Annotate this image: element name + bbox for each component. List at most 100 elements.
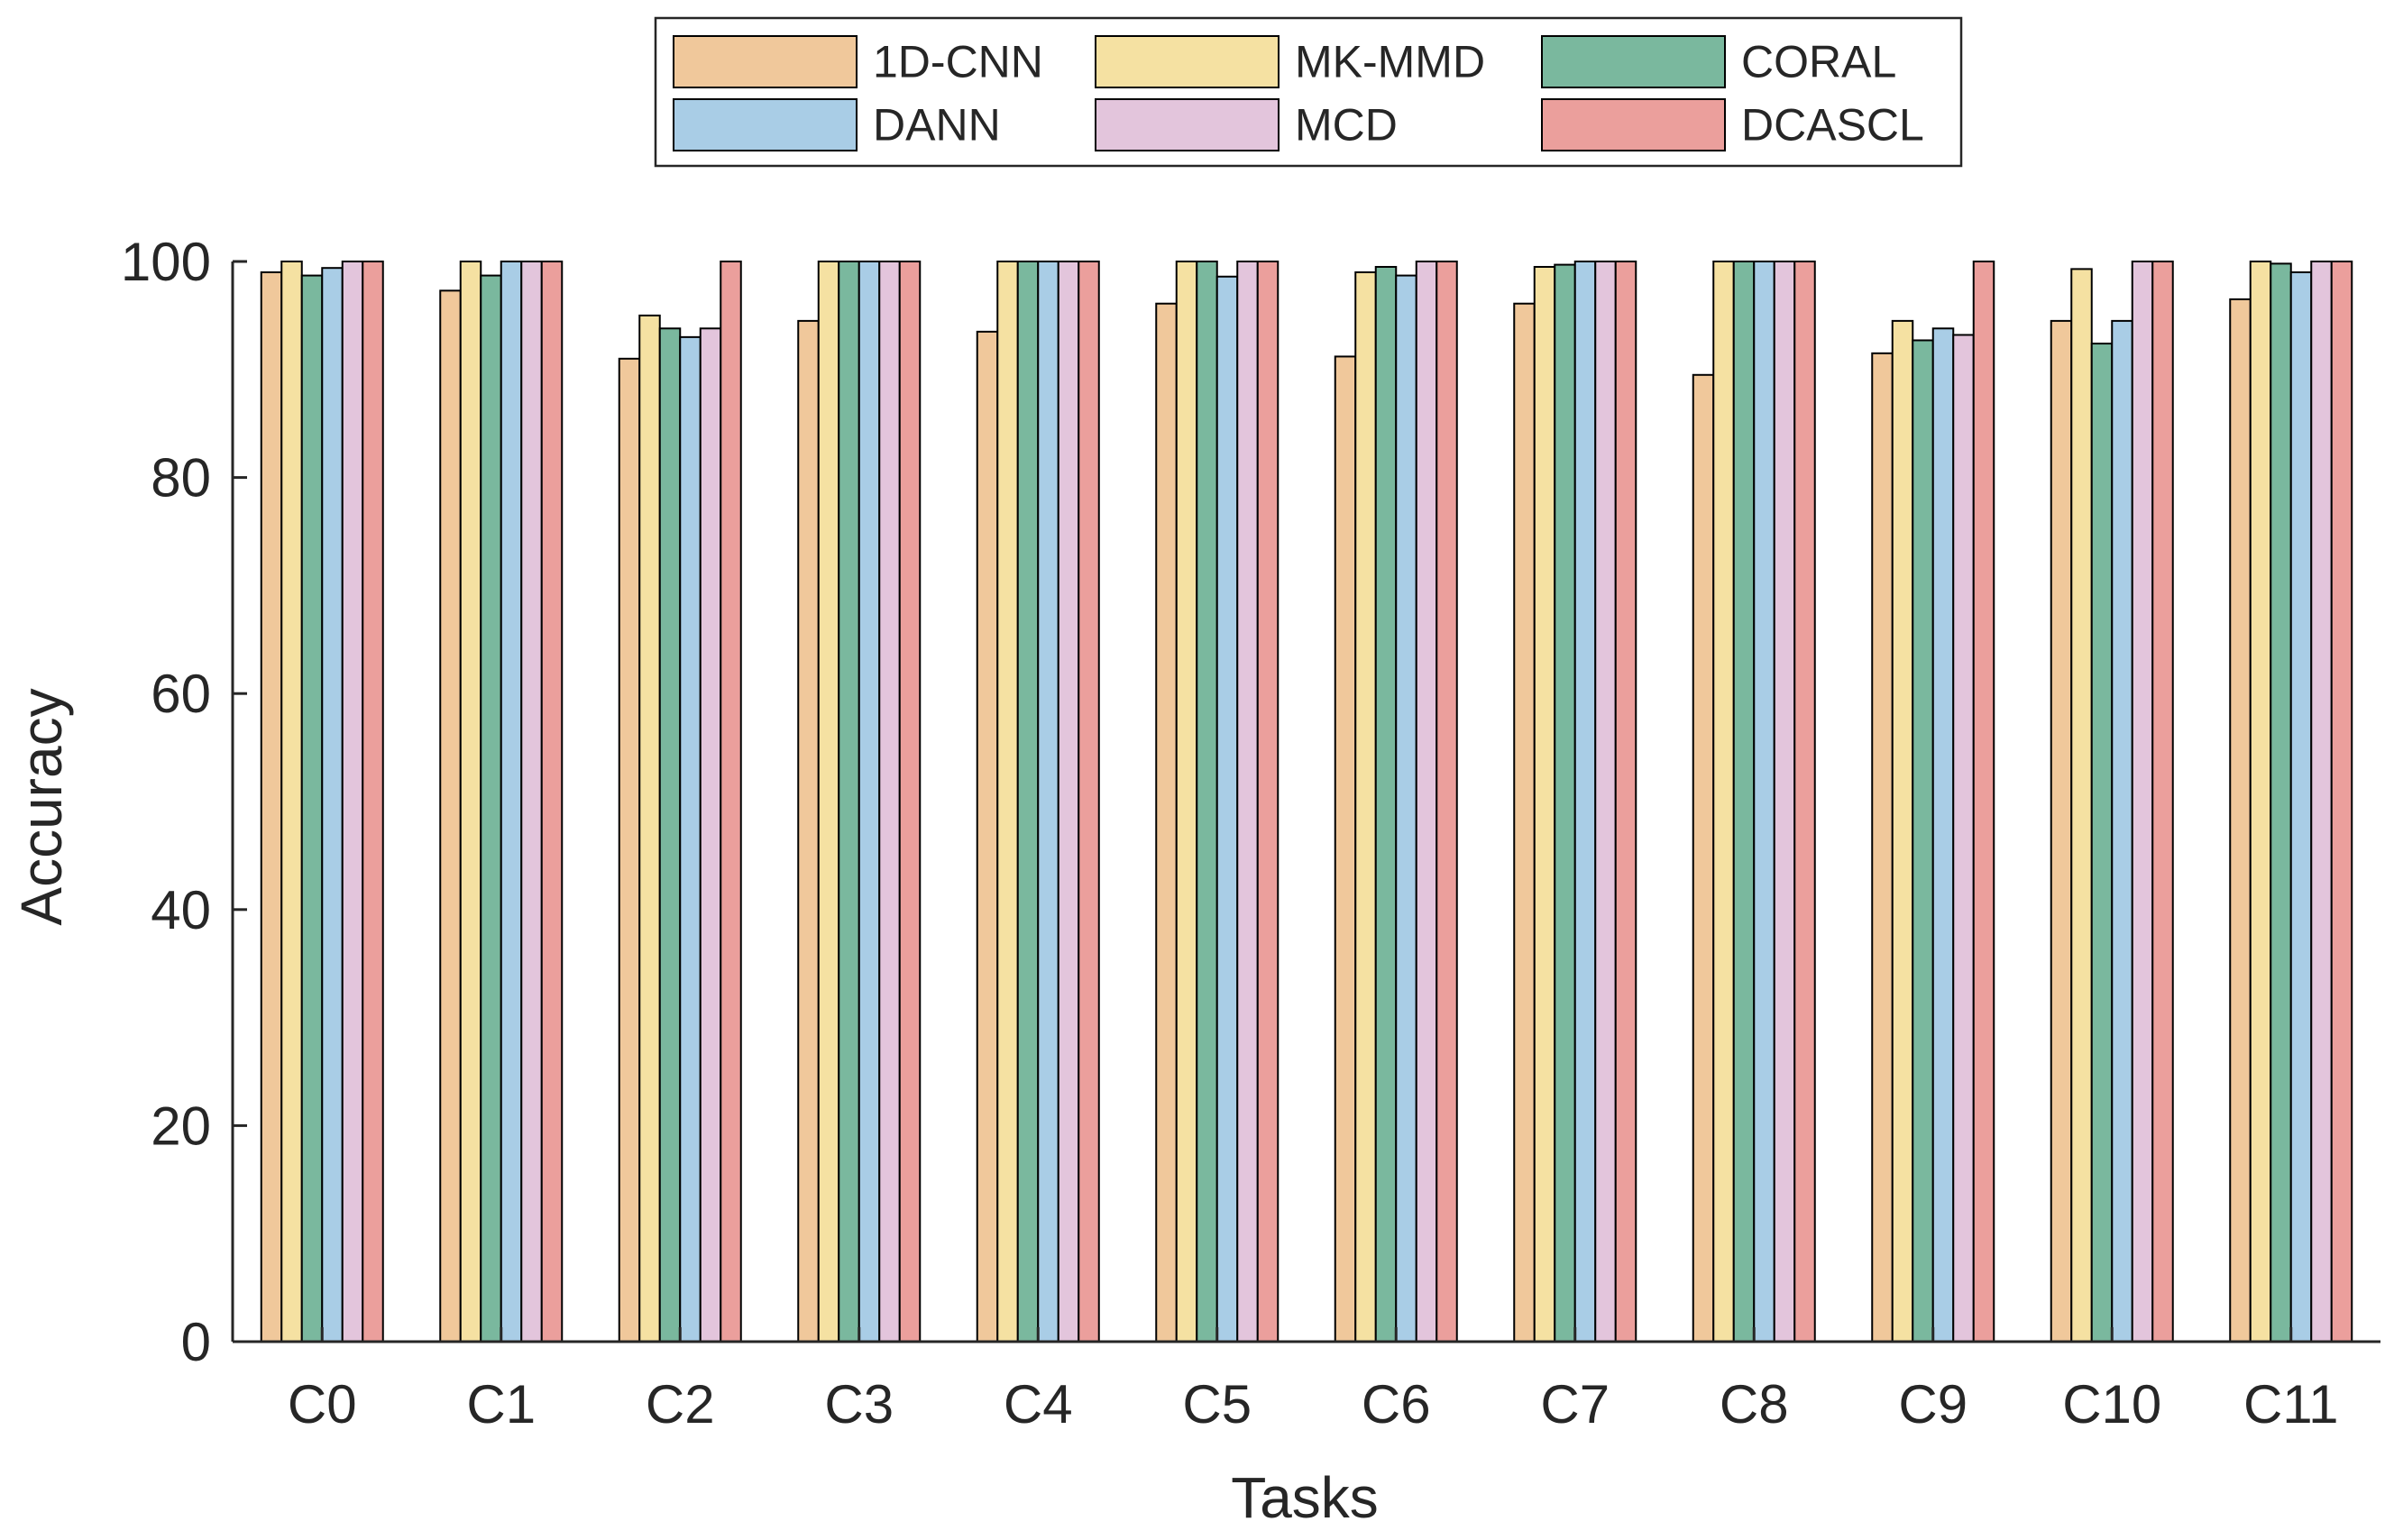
bar-mcd-c4 — [1057, 261, 1080, 1343]
bar-dcascl-c7 — [1614, 261, 1637, 1343]
bar-1d-cnn-c7 — [1513, 302, 1536, 1343]
bar-dann-c7 — [1573, 261, 1597, 1343]
bar-1d-cnn-c2 — [618, 357, 641, 1343]
legend-swatch-1d-cnn — [673, 35, 858, 88]
legend-label-dcascl: DCASCL — [1741, 100, 1924, 151]
bar-dcascl-c2 — [720, 261, 742, 1343]
x-axis-title: Tasks — [1231, 1465, 1379, 1530]
bar-mk-mmd-c10 — [2070, 268, 2093, 1343]
bar-coral-c11 — [2270, 262, 2292, 1343]
bar-mk-mmd-c7 — [1533, 265, 1556, 1343]
bar-mcd-c9 — [1952, 334, 1975, 1343]
bar-mcd-c0 — [341, 261, 364, 1343]
bar-mcd-c3 — [878, 261, 901, 1343]
bar-1d-cnn-c5 — [1155, 302, 1178, 1343]
y-tick-label-40: 40 — [151, 880, 211, 940]
bar-mk-mmd-c2 — [638, 314, 661, 1343]
bar-coral-c0 — [300, 274, 324, 1343]
bar-dcascl-c8 — [1793, 261, 1816, 1343]
bar-dcascl-c1 — [540, 261, 564, 1343]
y-axis-title: Accuracy — [9, 688, 74, 925]
legend-swatch-coral — [1541, 35, 1726, 88]
bar-1d-cnn-c8 — [1692, 373, 1715, 1343]
bar-mcd-c2 — [699, 327, 722, 1343]
bar-dcascl-c11 — [2330, 261, 2353, 1343]
bar-mk-mmd-c11 — [2249, 261, 2272, 1343]
bar-coral-c1 — [480, 274, 502, 1343]
bar-1d-cnn-c9 — [1871, 352, 1894, 1343]
x-tick-label-c6: C6 — [1362, 1374, 1431, 1435]
bar-mcd-c5 — [1236, 261, 1259, 1343]
bar-dcascl-c5 — [1256, 261, 1280, 1343]
legend: 1D-CNN MK-MMD CORAL DANN MCD DCASCL — [654, 16, 1963, 168]
bar-mcd-c7 — [1594, 261, 1617, 1343]
y-tick-label-80: 80 — [151, 448, 211, 509]
bar-dcascl-c4 — [1078, 261, 1100, 1343]
x-tick-label-c9: C9 — [1898, 1374, 1967, 1435]
bar-1d-cnn-c3 — [797, 319, 820, 1343]
bar-mk-mmd-c6 — [1354, 270, 1377, 1343]
bar-dann-c0 — [321, 267, 344, 1343]
x-tick-label-c10: C10 — [2062, 1374, 2161, 1435]
axes: 0 20 40 60 80 100 C0 C1 C2 C3 C4 C5 C6 C7 C8 C9 C10 C11 — [121, 232, 2380, 1435]
x-tick-label-c4: C4 — [1004, 1374, 1073, 1435]
bar-coral-c9 — [1912, 339, 1934, 1343]
legend-label-mk-mmd: MK-MMD — [1295, 37, 1485, 87]
legend-label-1d-cnn: 1D-CNN — [873, 37, 1043, 87]
bar-coral-c6 — [1374, 265, 1398, 1343]
bar-dcascl-c6 — [1435, 261, 1458, 1343]
bar-mk-mmd-c0 — [280, 261, 303, 1343]
bar-mcd-c11 — [2310, 261, 2333, 1343]
bar-dann-c6 — [1395, 274, 1417, 1343]
y-tick-label-100: 100 — [121, 232, 211, 292]
bar-coral-c4 — [1016, 261, 1040, 1343]
y-tick-label-0: 0 — [181, 1312, 211, 1372]
bar-dann-c8 — [1753, 261, 1775, 1343]
bar-dann-c3 — [858, 261, 881, 1343]
legend-label-dann: DANN — [873, 100, 1001, 151]
bar-dann-c9 — [1931, 327, 1955, 1343]
x-tick-label-c1: C1 — [466, 1374, 536, 1435]
bar-dcascl-c10 — [2151, 261, 2174, 1343]
bar-1d-cnn-c10 — [2050, 319, 2073, 1343]
bar-1d-cnn-c0 — [260, 270, 283, 1343]
bar-1d-cnn-c1 — [439, 289, 462, 1343]
bar-mk-mmd-c4 — [996, 261, 1019, 1343]
bar-coral-c7 — [1554, 263, 1576, 1343]
legend-box — [654, 16, 1963, 168]
legend-label-mcd: MCD — [1295, 100, 1398, 151]
bar-mcd-c1 — [520, 261, 543, 1343]
x-tick-label-c0: C0 — [288, 1374, 357, 1435]
legend-swatch-dcascl — [1541, 98, 1726, 151]
bar-dann-c4 — [1037, 261, 1059, 1343]
bar-1d-cnn-c6 — [1334, 355, 1357, 1343]
x-tick-label-c7: C7 — [1540, 1374, 1610, 1435]
x-tick-label-c11: C11 — [2243, 1374, 2339, 1435]
bar-dcascl-c3 — [898, 261, 922, 1343]
legend-swatch-mk-mmd — [1095, 35, 1280, 88]
bar-dcascl-c9 — [1972, 261, 1995, 1343]
legend-label-coral: CORAL — [1741, 37, 1896, 87]
bar-1d-cnn-c11 — [2229, 298, 2252, 1343]
y-tick-label-60: 60 — [151, 664, 211, 724]
bar-mcd-c8 — [1773, 261, 1796, 1343]
legend-swatch-dann — [673, 98, 858, 151]
x-tick-label-c8: C8 — [1720, 1374, 1789, 1435]
bars — [260, 261, 2353, 1343]
bar-1d-cnn-c4 — [976, 330, 999, 1343]
bar-coral-c8 — [1732, 261, 1756, 1343]
bar-mk-mmd-c5 — [1175, 261, 1198, 1343]
legend-swatch-mcd — [1095, 98, 1280, 151]
bar-dcascl-c0 — [362, 261, 384, 1343]
bar-dann-c5 — [1215, 275, 1239, 1343]
x-tick-label-c5: C5 — [1182, 1374, 1252, 1435]
bar-mk-mmd-c8 — [1712, 261, 1735, 1343]
x-tick-label-c3: C3 — [824, 1374, 894, 1435]
bar-mk-mmd-c3 — [817, 261, 840, 1343]
bar-mcd-c6 — [1415, 261, 1438, 1343]
bar-mcd-c10 — [2131, 261, 2154, 1343]
bar-mk-mmd-c1 — [459, 261, 482, 1343]
bar-dann-c11 — [2289, 270, 2313, 1343]
